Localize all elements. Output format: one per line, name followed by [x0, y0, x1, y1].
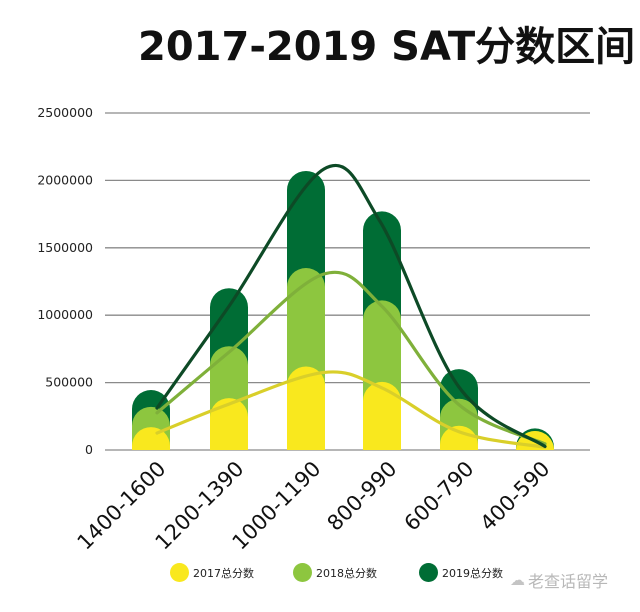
y-tick-label: 2500000: [37, 105, 93, 120]
legend-label: 2017总分数: [193, 566, 254, 580]
legend-dot-2019-icon: [419, 563, 438, 582]
legend: 2017总分数 2018总分数 2019总分数: [0, 563, 640, 593]
y-tick-label: 1500000: [37, 240, 93, 255]
legend-dot-2017-icon: [170, 563, 189, 582]
trend-curve-2019总分数: [155, 163, 547, 449]
bar-2017总分数: [440, 425, 478, 450]
bar-2017总分数: [210, 398, 248, 450]
legend-dot-2018-icon: [293, 563, 312, 582]
bar-2017总分数: [287, 366, 325, 450]
trend-curve-2017总分数: [155, 370, 547, 449]
chart-title: 2017-2019 SAT分数区间: [138, 24, 636, 70]
wechat-icon: ☁: [510, 571, 525, 589]
x-tick-label: 800-990: [323, 457, 402, 536]
trend-curve-2018总分数: [155, 270, 547, 446]
watermark-text: 老查话留学: [528, 572, 609, 591]
bar-2017总分数: [363, 381, 401, 450]
legend-label: 2018总分数: [316, 566, 377, 580]
y-tick-label: 1000000: [37, 307, 93, 322]
watermark: ☁ 老查话留学: [510, 568, 608, 592]
x-tick-label: 600-790: [400, 457, 479, 536]
y-tick-label: 0: [85, 442, 93, 457]
legend-item-2018: 2018总分数: [293, 563, 377, 582]
legend-label: 2019总分数: [442, 566, 503, 580]
y-tick-label: 500000: [45, 375, 93, 390]
x-tick-label: 400-590: [476, 457, 555, 536]
legend-item-2017: 2017总分数: [170, 563, 254, 582]
legend-item-2019: 2019总分数: [419, 563, 503, 582]
y-tick-label: 2000000: [37, 172, 93, 187]
